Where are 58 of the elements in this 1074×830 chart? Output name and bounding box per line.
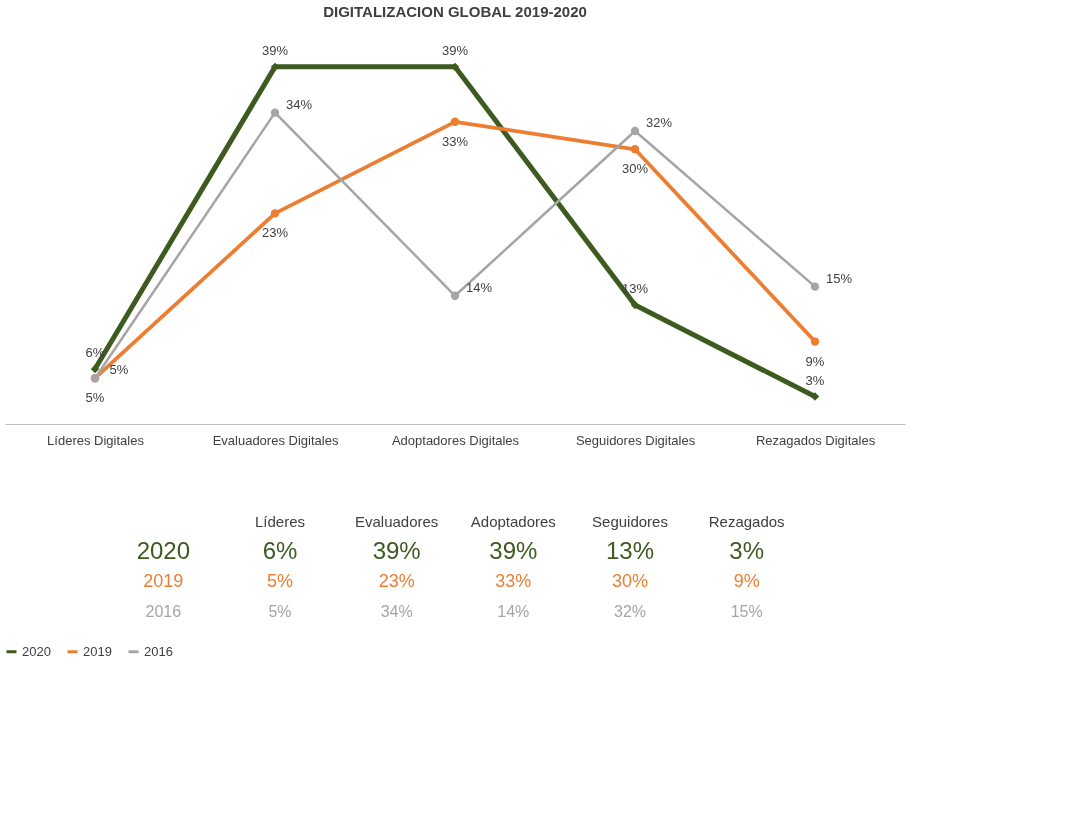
text: 39% xyxy=(489,537,538,564)
data-label: 5% xyxy=(85,390,105,406)
text: 30% xyxy=(611,571,649,591)
text: 32% xyxy=(613,603,647,620)
text: Adoptadores xyxy=(470,513,556,530)
x-tick-label: Evaluadores Digitales xyxy=(212,432,339,448)
text: 33% xyxy=(495,571,532,591)
data-label: 23% xyxy=(261,225,289,241)
text: 5% xyxy=(266,571,294,591)
text: 3% xyxy=(729,537,765,564)
chart-title: DIGITALIZACION GLOBAL 2019-2020 xyxy=(323,3,587,20)
text: Evaluadores xyxy=(354,513,439,530)
text: 23% xyxy=(378,571,415,591)
data-label: 5% xyxy=(109,362,129,378)
legend-label: 2019 xyxy=(83,643,112,659)
point xyxy=(810,337,820,346)
data-label: 14% xyxy=(465,279,493,295)
data-label: 6% xyxy=(85,345,105,361)
text: 39% xyxy=(372,537,421,564)
data-label: 9% xyxy=(805,353,825,369)
text: 14% xyxy=(497,603,530,620)
text: 13% xyxy=(605,537,655,564)
point xyxy=(630,126,640,136)
data-label: 13% xyxy=(621,280,649,296)
point xyxy=(270,108,280,117)
data-label: 39% xyxy=(261,42,289,58)
data-label: 34% xyxy=(285,96,313,112)
text: 5% xyxy=(268,603,292,620)
data-label: 3% xyxy=(805,372,825,388)
data-label: 33% xyxy=(441,133,469,149)
text: Líderes xyxy=(254,513,306,530)
x-tick-label: Líderes Digitales xyxy=(47,432,145,448)
data-label: 39% xyxy=(441,42,469,58)
data-label: 30% xyxy=(621,161,649,177)
text: Seguidores xyxy=(592,513,668,530)
text: 9% xyxy=(733,571,760,591)
data-label: 15% xyxy=(825,270,853,286)
point xyxy=(270,209,280,218)
x-tick-label: Adoptadores Digitales xyxy=(391,432,520,448)
text: 2016 xyxy=(145,603,182,620)
text: Rezagados xyxy=(708,513,785,530)
text: 2020 xyxy=(136,537,191,564)
point xyxy=(630,300,640,310)
point xyxy=(810,282,820,291)
point xyxy=(630,145,640,154)
legend-label: 2016 xyxy=(144,643,173,659)
x-tick-label: Rezagados Digitales xyxy=(755,432,876,448)
text: 2019 xyxy=(143,571,184,591)
point xyxy=(810,392,820,401)
x-tick-label: Seguidores Digitales xyxy=(575,432,696,448)
text: 34% xyxy=(380,603,413,620)
text: 6% xyxy=(262,537,298,564)
legend-label: 2020 xyxy=(22,643,51,659)
point xyxy=(90,364,100,374)
point xyxy=(450,117,460,126)
text: 15% xyxy=(730,603,763,620)
data-label: 32% xyxy=(645,114,673,130)
point xyxy=(450,291,460,300)
